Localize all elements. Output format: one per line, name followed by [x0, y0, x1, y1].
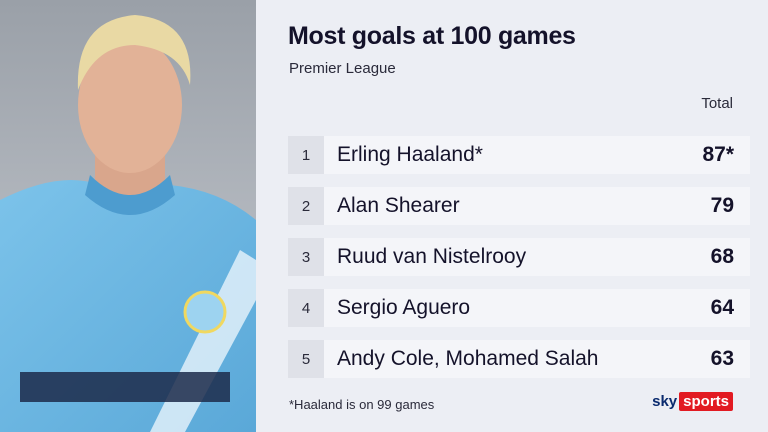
subtitle: Premier League [289, 60, 396, 77]
rank: 2 [288, 187, 324, 225]
column-header: Total [701, 95, 733, 112]
player-name: Erling Haaland* [337, 143, 483, 166]
goal-total: 64 [710, 296, 734, 319]
rank: 4 [288, 289, 324, 327]
player-name: Andy Cole, Mohamed Salah [337, 347, 599, 370]
footnote: *Haaland is on 99 games [289, 397, 435, 412]
rank: 3 [288, 238, 324, 276]
table-row: 4 Sergio Aguero 64 [288, 289, 750, 327]
title: Most goals at 100 games [288, 22, 576, 50]
logo-text: sky [652, 393, 678, 410]
goal-total: 79 [710, 194, 734, 217]
logo-badge: sports [679, 392, 733, 411]
rank: 1 [288, 136, 324, 174]
player-name: Sergio Aguero [337, 296, 471, 319]
table-row: 2 Alan Shearer 79 [288, 187, 750, 225]
goal-total: 63 [710, 347, 734, 370]
table-row: 1 Erling Haaland* 87* [288, 136, 750, 174]
table-row: 5 Andy Cole, Mohamed Salah 63 [288, 340, 750, 378]
player-photo [0, 0, 256, 432]
player-name: Alan Shearer [337, 194, 460, 217]
logo: sky sports [652, 392, 733, 411]
rank: 5 [288, 340, 324, 378]
goal-total: 87* [702, 143, 734, 166]
goal-total: 68 [710, 245, 734, 268]
player-name: Ruud van Nistelrooy [337, 245, 527, 268]
table-row: 3 Ruud van Nistelrooy 68 [288, 238, 750, 276]
